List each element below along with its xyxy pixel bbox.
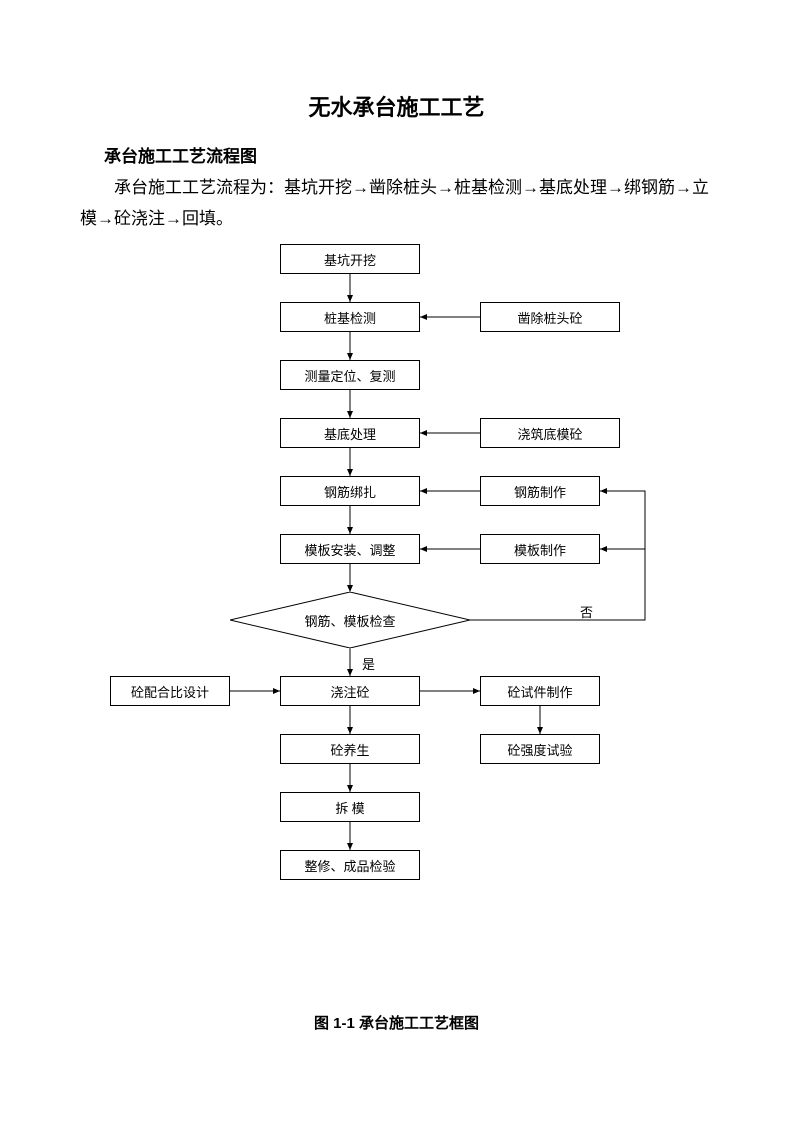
intro-paragraph: 承台施工工艺流程为：基坑开挖→凿除桩头→桩基检测→基底处理→绑钢筋→立模→砼浇注… — [80, 173, 713, 234]
flow-node-n4: 基底处理 — [280, 418, 420, 448]
page: 无水承台施工工艺 承台施工工艺流程图 承台施工工艺流程为：基坑开挖→凿除桩头→桩… — [0, 0, 793, 1122]
flow-node-n3: 测量定位、复测 — [280, 360, 420, 390]
flow-node-n6b: 模板制作 — [480, 534, 600, 564]
page-title: 无水承台施工工艺 — [80, 90, 713, 122]
flow-node-n1: 基坑开挖 — [280, 244, 420, 274]
edge-label: 否 — [580, 602, 593, 621]
flow-node-n9: 拆 模 — [280, 792, 420, 822]
flow-node-n8: 砼养生 — [280, 734, 420, 764]
flow-node-n7l: 砼配合比设计 — [110, 676, 230, 706]
flow-node-n7: 浇注砼 — [280, 676, 420, 706]
flow-node-n2b: 凿除桩头砼 — [480, 302, 620, 332]
flow-node-n5b: 钢筋制作 — [480, 476, 600, 506]
flow-node-n10: 整修、成品检验 — [280, 850, 420, 880]
flow-node-n7r: 砼试件制作 — [480, 676, 600, 706]
edge-label: 是 — [362, 654, 375, 673]
section-subtitle: 承台施工工艺流程图 — [104, 142, 713, 167]
flow-node-n6: 模板安装、调整 — [280, 534, 420, 564]
flow-node-n5: 钢筋绑扎 — [280, 476, 420, 506]
flow-node-n8r: 砼强度试验 — [480, 734, 600, 764]
flow-decision-d1: 钢筋、模板检查 — [230, 592, 470, 648]
figure-caption: 图 1-1 承台施工工艺框图 — [80, 1012, 713, 1033]
flow-node-n4b: 浇筑底模砼 — [480, 418, 620, 448]
flowchart: 基坑开挖桩基检测 凿除桩头砼测量定位、复测基底处理 浇筑底模砼钢筋绑扎 钢筋制作模板安… — [80, 244, 720, 1004]
flow-node-n2: 桩基检测 — [280, 302, 420, 332]
